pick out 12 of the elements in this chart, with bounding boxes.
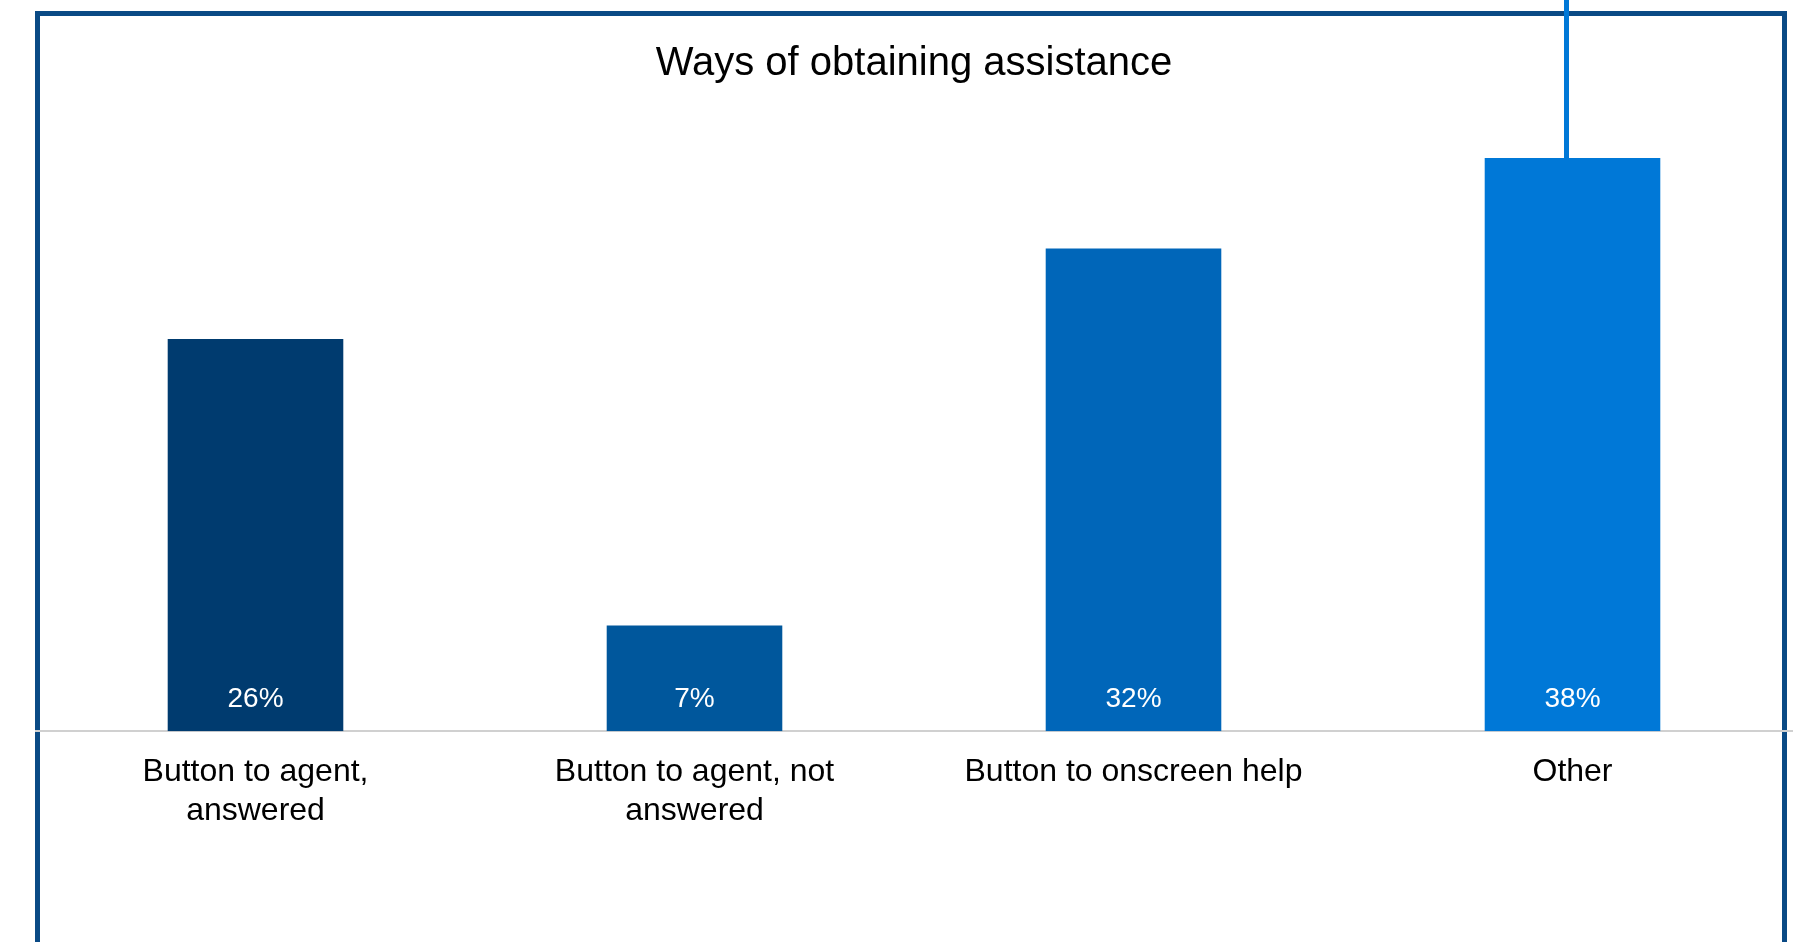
data-label: 38%	[1544, 681, 1601, 713]
x-tick-label: Button to agent, answered	[142, 752, 369, 827]
chart-title: Ways of obtaining assistance	[655, 39, 1173, 84]
bar	[606, 625, 783, 732]
data-label: 7%	[674, 681, 715, 713]
x-tick-label: Other	[1532, 752, 1613, 789]
data-label: 32%	[1105, 681, 1162, 713]
bar	[1045, 248, 1222, 732]
data-label: 26%	[227, 681, 284, 713]
bar	[167, 339, 344, 732]
x-tick-label: Button to agent, not answered	[554, 752, 835, 827]
x-tick-label: Button to onscreen help	[964, 752, 1303, 789]
